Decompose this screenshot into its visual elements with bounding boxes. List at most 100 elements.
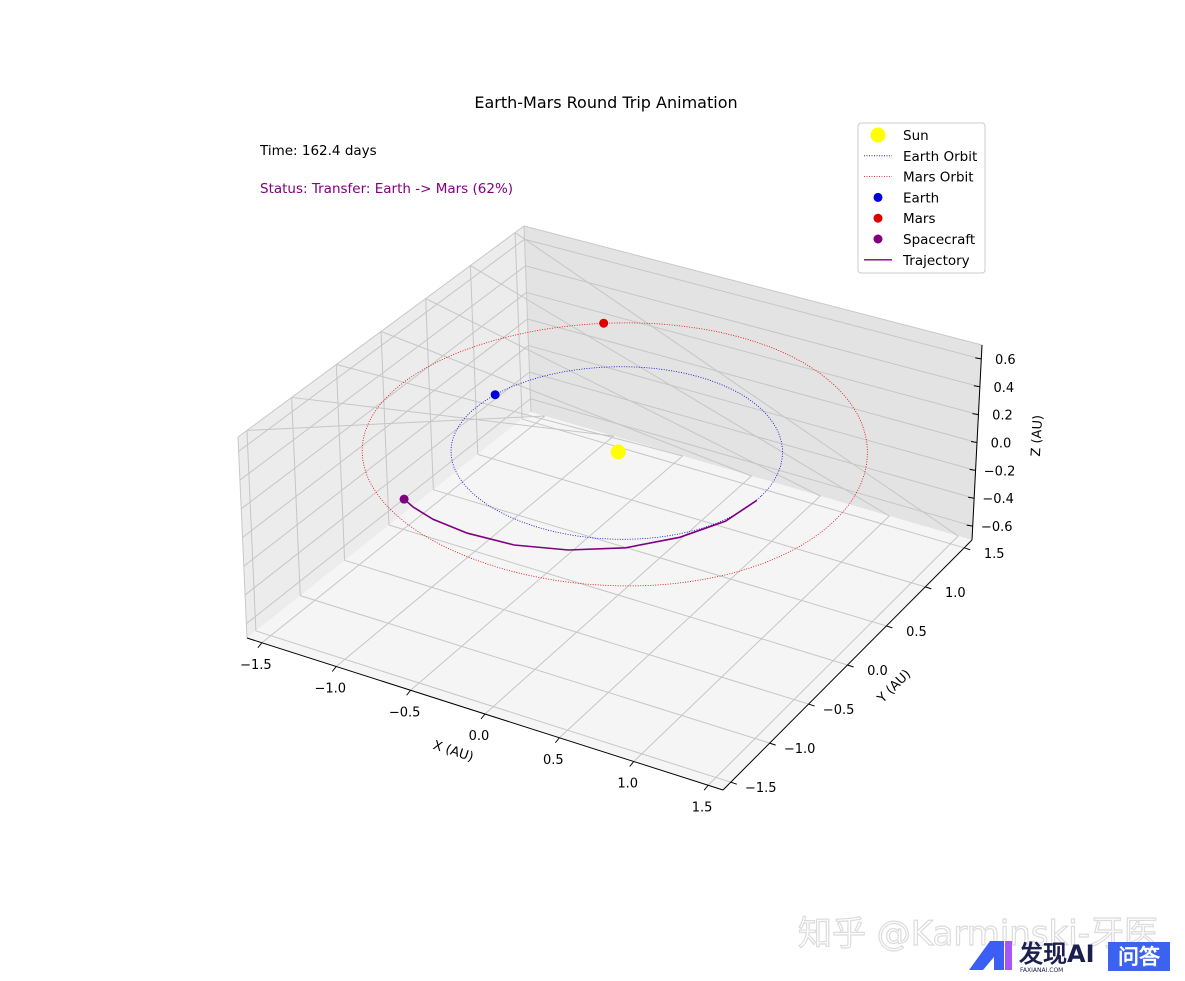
axes-panes [238, 226, 982, 790]
z-tick [966, 524, 973, 527]
legend-item: Earth Orbit [864, 149, 977, 165]
grid-line-zleft [238, 238, 525, 452]
time-text: Time: 162.4 days [259, 143, 377, 159]
watermark: 知乎 @Karminski-牙医 发现AI FAXIANAI.COM 问答 [797, 913, 1170, 974]
logo-subtext: FAXIANAI.COM [1020, 967, 1063, 974]
z-tick-label: 0.6 [995, 353, 1016, 368]
x-tick [629, 761, 635, 767]
x-tick [554, 737, 560, 744]
grid-line-zleft [242, 318, 528, 538]
grid-line-z [527, 318, 978, 443]
earth-orbit-line [450, 366, 783, 540]
legend-marker [873, 234, 883, 244]
mars-orbit-line [361, 322, 868, 587]
grid-line-zleft [240, 292, 527, 510]
z-tick-label: −0.2 [984, 464, 1016, 479]
y-tick-label: −0.5 [823, 703, 855, 718]
z-tick [969, 468, 976, 471]
y-tick-label: −1.5 [745, 781, 777, 796]
y-tick [964, 547, 971, 551]
grid-line-y [521, 418, 965, 549]
logo-bar-icon [1005, 941, 1012, 970]
grid-line-y [388, 524, 848, 666]
y-tick [847, 664, 854, 668]
x-tick-label: −1.5 [240, 658, 272, 673]
plot-area [361, 318, 868, 587]
pane-back-x [238, 226, 531, 638]
y-tick [769, 742, 776, 746]
z-tick-label: 0.2 [992, 409, 1013, 424]
grid-line-xz [291, 396, 614, 437]
y-tick-label: −1.0 [784, 742, 816, 757]
legend-item: Mars Orbit [864, 170, 974, 186]
qa-badge [1108, 942, 1170, 971]
grid-line-y [255, 630, 731, 783]
grid-line-z [525, 265, 980, 388]
y-tick [808, 703, 815, 707]
spacecraft-marker [399, 494, 409, 504]
tick-marks: −1.5 −1.0 −0.5 0.0 0.5 1.0 1.5 −1.5 −1.0 −0.5 0.0 0… [240, 353, 1016, 815]
y-tick-label: 1.5 [984, 547, 1005, 562]
x-tick [406, 689, 412, 696]
z-tick-label: 0.4 [994, 381, 1015, 396]
legend-label: Earth [903, 190, 939, 206]
legend: Sun Earth Orbit Mars Orbit Earth Mars Spacecr… [857, 122, 986, 274]
grid-line-zleft [246, 398, 531, 625]
z-tick-label: −0.4 [982, 492, 1014, 507]
grid-line-zleft [239, 265, 526, 481]
faxianai-logo: 发现AI FAXIANAI.COM 问答 [969, 940, 1170, 974]
legend-label: Earth Orbit [903, 149, 977, 165]
z-tick-label: 0.0 [991, 437, 1012, 452]
x-tick-label: −1.0 [314, 682, 346, 697]
grid-line-y [433, 489, 887, 627]
grid-line-z [530, 398, 973, 527]
grid-lines [238, 232, 982, 786]
z-tick-label: −0.6 [981, 520, 1013, 535]
x-tick [703, 784, 709, 791]
x-tick-label: 1.0 [617, 777, 638, 792]
chart-title: Earth-Mars Round Trip Animation [474, 93, 737, 112]
y-tick [730, 781, 737, 785]
qa-badge-text: 问答 [1118, 945, 1161, 969]
x-tick-label: −0.5 [389, 705, 421, 720]
x-tick-label: 0.5 [543, 753, 564, 768]
legend-label: Sun [903, 128, 929, 144]
grid-line-z [529, 371, 975, 499]
legend-label: Spacecraft [903, 232, 975, 248]
grid-line-xz [246, 415, 545, 431]
grid-line-y [477, 453, 926, 588]
grid-line-y [300, 595, 770, 744]
legend-label: Mars [903, 211, 936, 227]
x-tick [331, 666, 337, 672]
trajectory-line [403, 498, 758, 551]
legend-label: Trajectory [902, 253, 970, 269]
legend-marker [873, 213, 883, 223]
z-tick [975, 357, 982, 360]
status-text: Status: Transfer: Earth -> Mars (62%) [260, 181, 513, 197]
mars-marker [599, 318, 609, 328]
x-tick [480, 713, 486, 720]
pane-back-y [524, 226, 982, 540]
z-tick [970, 441, 978, 443]
grid-line-y [344, 559, 809, 705]
legend-label: Mars Orbit [903, 170, 974, 186]
x-tick-label: 1.5 [692, 800, 713, 815]
grid-line-xz [336, 363, 683, 457]
z-axis-label: Z (AU) [1029, 415, 1046, 457]
zhihu-watermark-text: 知乎 @Karminski-牙医 [798, 914, 1158, 954]
legend-items: Sun Earth Orbit Mars Orbit Earth Mars Spacecr… [864, 127, 977, 269]
earth-marker [490, 390, 500, 400]
x-tick-label: 0.0 [469, 729, 490, 744]
logo-triangle-icon [969, 941, 1004, 970]
z-tick [973, 385, 980, 388]
y-tick-label: 0.5 [906, 625, 927, 640]
y-tick-label: 0.0 [867, 664, 888, 679]
grid-line-zleft [243, 345, 529, 567]
legend-item: Mars [873, 211, 936, 227]
legend-item: Earth [873, 190, 939, 206]
legend-item: Spacecraft [873, 232, 975, 248]
z-tick [972, 413, 979, 416]
legend-item: Sun [870, 127, 929, 144]
grid-line-z [524, 238, 982, 360]
